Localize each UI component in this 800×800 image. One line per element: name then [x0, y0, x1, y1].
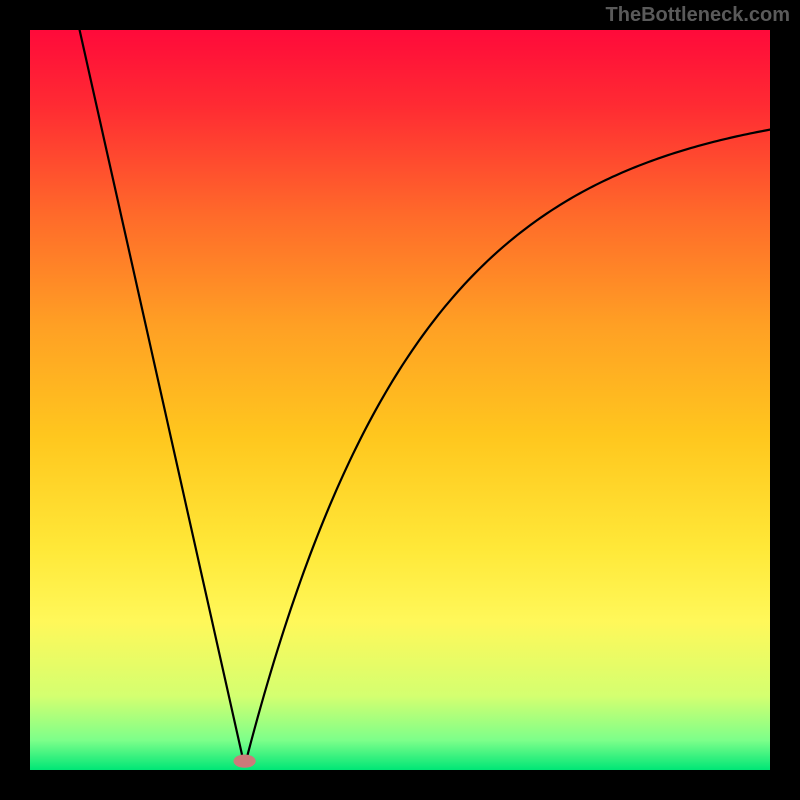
plot-area — [30, 30, 770, 770]
minimum-marker — [234, 754, 256, 767]
curve-layer — [30, 30, 770, 770]
chart-frame: TheBottleneck.com — [0, 0, 800, 800]
watermark-text: TheBottleneck.com — [606, 4, 790, 27]
bottleneck-curve — [80, 30, 770, 766]
